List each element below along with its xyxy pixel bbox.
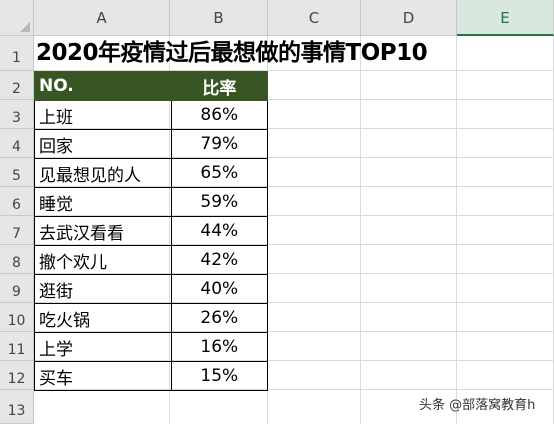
column-header-a[interactable]: A: [34, 0, 170, 36]
column-header-e[interactable]: E: [457, 0, 554, 36]
rate-cell[interactable]: 40%: [170, 274, 269, 304]
grid-line: [34, 215, 554, 216]
row-header-8[interactable]: 8: [0, 245, 34, 274]
rate-cell[interactable]: 86%: [170, 100, 269, 130]
rate-cell[interactable]: 59%: [170, 187, 269, 217]
item-cell[interactable]: 上学: [34, 332, 172, 362]
grid-line: [34, 99, 554, 100]
table-row: 见最想见的人 65%: [34, 158, 269, 188]
item-cell[interactable]: 逛街: [34, 274, 172, 304]
grid-line: [34, 128, 554, 129]
table-row: 上学 16%: [34, 332, 269, 362]
grid-line: [34, 186, 554, 187]
item-cell[interactable]: 吃火锅: [34, 303, 172, 333]
item-cell[interactable]: 上班: [34, 100, 172, 130]
grid-line: [34, 70, 554, 71]
item-cell[interactable]: 见最想见的人: [34, 158, 172, 188]
grid-line: [34, 302, 554, 303]
row-header-7[interactable]: 7: [0, 216, 34, 245]
row-header-9[interactable]: 9: [0, 274, 34, 303]
item-cell[interactable]: 回家: [34, 129, 172, 159]
item-cell[interactable]: 撤个欢儿: [34, 245, 172, 275]
grid-line: [360, 36, 361, 424]
grid-line: [34, 157, 554, 158]
row-header-11[interactable]: 11: [0, 332, 34, 361]
row-header-5[interactable]: 5: [0, 158, 34, 187]
rate-cell[interactable]: 16%: [170, 332, 269, 362]
rate-cell[interactable]: 79%: [170, 129, 269, 159]
table-row: 去武汉看看 44%: [34, 216, 269, 246]
header-cell-rate[interactable]: 比率: [170, 71, 269, 101]
row-header-12[interactable]: 12: [0, 361, 34, 390]
grid-line: [34, 389, 554, 390]
grid-line: [34, 244, 554, 245]
row-header-6[interactable]: 6: [0, 187, 34, 216]
header-cell-no[interactable]: NO.: [34, 71, 172, 101]
row-header-1[interactable]: 1: [0, 36, 34, 71]
select-all-corner[interactable]: [0, 0, 34, 36]
row-header-10[interactable]: 10: [0, 303, 34, 332]
table-row: 睡觉 59%: [34, 187, 269, 217]
table-row: 回家 79%: [34, 129, 269, 159]
grid-line: [34, 360, 554, 361]
watermark-text: 头条 @部落窝教育h: [419, 398, 536, 413]
table-row: 吃火锅 26%: [34, 303, 269, 333]
table-row: 撤个欢儿 42%: [34, 245, 269, 275]
sheet-title-cell[interactable]: 2020年疫情过后最想做的事情TOP10: [36, 40, 428, 66]
table-header-row: NO. 比率: [34, 71, 269, 101]
table-row: 逛街 40%: [34, 274, 269, 304]
grid-line: [267, 36, 268, 424]
rate-cell[interactable]: 44%: [170, 216, 269, 246]
grid-line: [34, 331, 554, 332]
row-header-13[interactable]: 13: [0, 390, 34, 424]
item-cell[interactable]: 睡觉: [34, 187, 172, 217]
rate-cell[interactable]: 26%: [170, 303, 269, 333]
rate-cell[interactable]: 65%: [170, 158, 269, 188]
row-header-2[interactable]: 2: [0, 71, 34, 100]
item-cell[interactable]: 去武汉看看: [34, 216, 172, 246]
select-all-triangle-icon: [20, 22, 30, 32]
column-header-d[interactable]: D: [361, 0, 457, 36]
rate-cell[interactable]: 15%: [170, 361, 269, 391]
row-header-3[interactable]: 3: [0, 100, 34, 129]
row-header-4[interactable]: 4: [0, 129, 34, 158]
grid-line: [456, 36, 457, 424]
item-cell[interactable]: 买车: [34, 361, 172, 391]
column-header-c[interactable]: C: [268, 0, 361, 36]
table-row: 上班 86%: [34, 100, 269, 130]
grid-line: [34, 273, 554, 274]
table-row: 买车 15%: [34, 361, 269, 391]
data-table: NO. 比率 上班 86% 回家 79% 见最想见的人 65% 睡觉 59% 去…: [34, 71, 269, 391]
rate-cell[interactable]: 42%: [170, 245, 269, 275]
column-header-b[interactable]: B: [170, 0, 268, 36]
